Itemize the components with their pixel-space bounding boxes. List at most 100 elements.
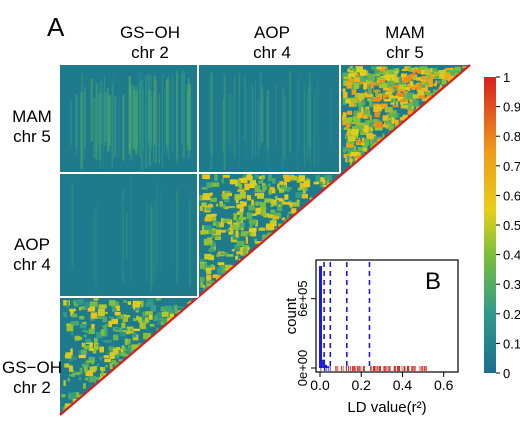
heatmap-cell	[94, 338, 97, 344]
heatmap-cell	[133, 332, 136, 338]
heatmap-cell	[235, 256, 238, 260]
left-label-mam-line1: MAM	[12, 107, 52, 126]
heatmap-stripe	[111, 85, 113, 168]
heatmap-cell	[385, 67, 387, 70]
heatmap-cell	[223, 204, 226, 209]
heatmap-stripe	[151, 75, 152, 141]
heatmap-stripe	[167, 89, 169, 151]
heatmap-cell	[383, 124, 387, 127]
heatmap-stripe	[157, 182, 158, 269]
heatmap-cell	[438, 81, 441, 84]
heatmap-cell	[248, 205, 254, 211]
heatmap-cell	[177, 306, 184, 308]
heatmap-cell	[262, 185, 267, 191]
heatmap-cell	[348, 74, 355, 77]
heatmap-stripe	[130, 178, 132, 281]
colorbar-tick-label: 0.8	[503, 129, 520, 144]
heatmap-cell	[170, 313, 174, 317]
heatmap-cell	[274, 216, 279, 219]
heatmap-cell	[400, 99, 407, 102]
heatmap-stripe	[188, 93, 190, 158]
heatmap-cell	[375, 90, 378, 96]
heatmap-cell	[116, 316, 121, 319]
heatmap-stripe	[129, 81, 131, 149]
heatmap-stripe	[94, 209, 95, 280]
top-label-gsoh: GS−OH chr 2	[100, 23, 200, 63]
heatmap-cell	[322, 185, 326, 188]
heatmap-stripe	[151, 209, 153, 283]
heatmap-cell	[424, 82, 427, 85]
heatmap-cell	[377, 67, 382, 70]
heatmap-cell	[283, 175, 290, 178]
heatmap-stripe	[107, 88, 109, 151]
colorbar-tick-label: 1	[503, 70, 510, 85]
heatmap-cell	[79, 316, 84, 320]
heatmap-cell	[264, 198, 271, 202]
heatmap-cell	[391, 102, 395, 105]
heatmap-stripe	[71, 99, 72, 145]
heatmap-cell	[85, 302, 90, 308]
heatmap-stripe	[164, 89, 166, 153]
heatmap-cell	[206, 182, 211, 188]
heatmap-cell	[247, 195, 251, 200]
heatmap-cell	[398, 89, 405, 92]
colorbar-tick-label: 0.7	[503, 159, 520, 174]
heatmap-stripe	[159, 94, 160, 164]
heatmap-cell	[287, 214, 289, 219]
heatmap-cell	[145, 302, 153, 307]
heatmap-cell	[158, 312, 162, 316]
heatmap-stripe	[330, 88, 331, 149]
heatmap-stripe	[262, 94, 263, 143]
heatmap-cell	[408, 68, 413, 72]
heatmap-cell	[284, 202, 290, 205]
heatmap-cell	[109, 300, 116, 306]
heatmap-cell	[157, 319, 159, 325]
heatmap-cell	[89, 376, 97, 382]
heatmap-stripe	[141, 79, 143, 170]
heatmap-cell	[421, 76, 427, 80]
heatmap-stripe	[252, 85, 254, 157]
heatmap-cell	[100, 357, 102, 361]
histogram-bar	[326, 366, 329, 368]
heatmap-stripe	[103, 93, 104, 169]
heatmap-cell	[386, 107, 393, 111]
heatmap-cell	[298, 188, 306, 191]
heatmap-cell	[230, 179, 236, 184]
heatmap-stripe	[231, 95, 233, 151]
heatmap-cell	[100, 367, 103, 371]
heatmap-cell	[138, 317, 142, 323]
inset-x-axis-title: LD value(r²)	[347, 399, 426, 416]
heatmap-stripe	[285, 96, 286, 162]
heatmap-stripe	[95, 210, 97, 291]
heatmap-cell	[350, 68, 357, 71]
heatmap-cell	[149, 315, 153, 320]
heatmap-cell	[356, 66, 364, 72]
heatmap-stripe	[177, 74, 178, 164]
heatmap-cell	[413, 77, 417, 80]
heatmap-cell	[103, 325, 107, 328]
heatmap-cell	[101, 329, 105, 335]
heatmap-cell	[421, 80, 427, 82]
heatmap-cell	[343, 89, 346, 93]
heatmap-cell	[174, 305, 177, 309]
heatmap-cell	[101, 371, 104, 376]
colorbar-tick-label: 0.2	[503, 307, 520, 322]
heatmap-stripe	[84, 87, 86, 147]
left-label-mam: MAM chr 5	[0, 107, 64, 147]
heatmap-stripe	[259, 72, 261, 146]
heatmap-cell	[279, 181, 283, 185]
heatmap-stripe	[94, 98, 96, 158]
heatmap-cell	[75, 336, 80, 341]
heatmap-cell	[222, 194, 228, 200]
heatmap-stripe	[299, 71, 300, 145]
heatmap-cell	[120, 332, 126, 337]
heatmap-cell	[102, 317, 107, 323]
heatmap-cell	[431, 78, 433, 85]
heatmap-cell	[210, 193, 213, 196]
heatmap-cell	[233, 213, 237, 220]
heatmap-cell	[244, 179, 248, 183]
heatmap-cell	[284, 194, 288, 199]
heatmap-cell	[227, 222, 231, 224]
heatmap-cell	[403, 77, 407, 82]
heatmap-cell	[222, 178, 224, 183]
